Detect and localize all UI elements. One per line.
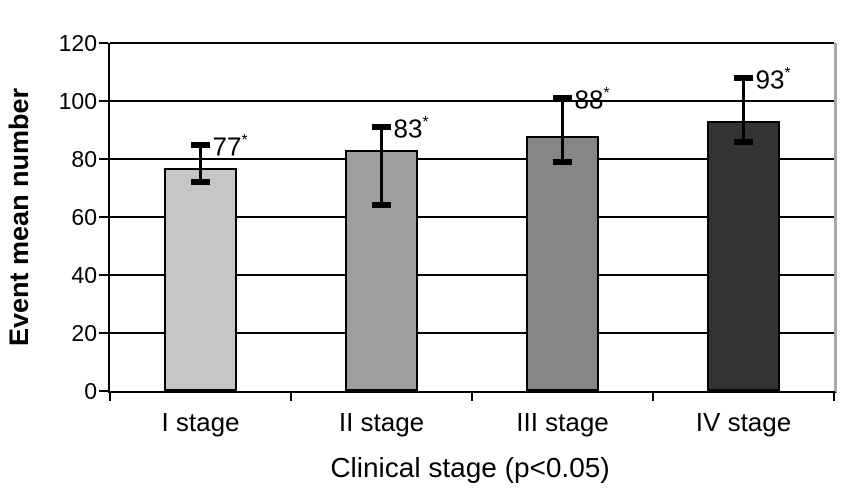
y-tick-label: 120 xyxy=(58,30,97,56)
bar xyxy=(526,135,599,391)
x-tick-mark xyxy=(833,391,835,401)
error-bar-cap-top xyxy=(553,95,572,102)
x-tick-mark xyxy=(652,391,654,401)
y-tick-label: 80 xyxy=(71,146,97,172)
plot-area: 0 20 40 60 80 100 120 77* I stage 83* II stage 88* I… xyxy=(59,31,837,437)
significance-marker: * xyxy=(784,63,792,82)
y-tick-label: 60 xyxy=(71,204,97,230)
error-bar xyxy=(199,144,202,183)
gridline xyxy=(110,100,834,102)
gridline xyxy=(110,216,834,218)
value-label: 77* xyxy=(213,127,249,159)
error-bar-cap-bottom xyxy=(553,158,572,165)
value-label: 93* xyxy=(756,60,792,92)
x-category-label: IV stage xyxy=(695,407,792,437)
gridline xyxy=(110,158,834,160)
significance-marker: * xyxy=(422,113,430,132)
bar xyxy=(164,167,237,391)
significance-marker: * xyxy=(241,130,249,149)
x-tick-mark xyxy=(290,391,292,401)
y-tick-mark xyxy=(99,390,108,392)
x-category-label: II stage xyxy=(338,407,425,437)
y-tick-mark xyxy=(99,274,108,276)
error-bar xyxy=(742,77,745,142)
y-tick-mark xyxy=(99,100,108,102)
error-bar xyxy=(380,127,383,206)
error-bar-cap-top xyxy=(372,124,391,131)
y-tick-mark xyxy=(99,216,108,218)
value-label-number: 77 xyxy=(212,130,242,161)
y-tick-mark xyxy=(99,42,108,44)
y-tick-mark xyxy=(99,158,108,160)
gridline xyxy=(110,274,834,276)
x-tick-mark xyxy=(109,391,111,401)
significance-marker: * xyxy=(603,84,611,103)
error-bar-cap-bottom xyxy=(372,202,391,209)
bar xyxy=(707,121,780,391)
x-tick-mark xyxy=(471,391,473,401)
error-bar xyxy=(561,98,564,162)
x-category-label: I stage xyxy=(161,407,240,437)
gridline xyxy=(110,332,834,334)
gridline xyxy=(110,42,834,44)
y-tick-mark xyxy=(99,332,108,334)
value-label-number: 83 xyxy=(393,113,423,144)
error-bar-cap-top xyxy=(734,74,753,81)
error-bar-cap-bottom xyxy=(734,138,753,145)
value-label: 83* xyxy=(394,109,430,141)
y-tick-label: 100 xyxy=(58,88,97,114)
value-label-number: 93 xyxy=(755,64,785,95)
value-label-number: 88 xyxy=(574,84,604,115)
error-bar-cap-bottom xyxy=(191,179,210,186)
error-bar-cap-top xyxy=(191,141,210,148)
x-axis-title: Clinical stage (p<0.05) xyxy=(330,452,610,483)
value-label: 88* xyxy=(575,80,611,112)
y-tick-label: 40 xyxy=(71,262,97,288)
y-tick-label: 20 xyxy=(71,320,97,346)
y-tick-label: 0 xyxy=(84,378,97,404)
x-category-label: III stage xyxy=(516,407,609,437)
